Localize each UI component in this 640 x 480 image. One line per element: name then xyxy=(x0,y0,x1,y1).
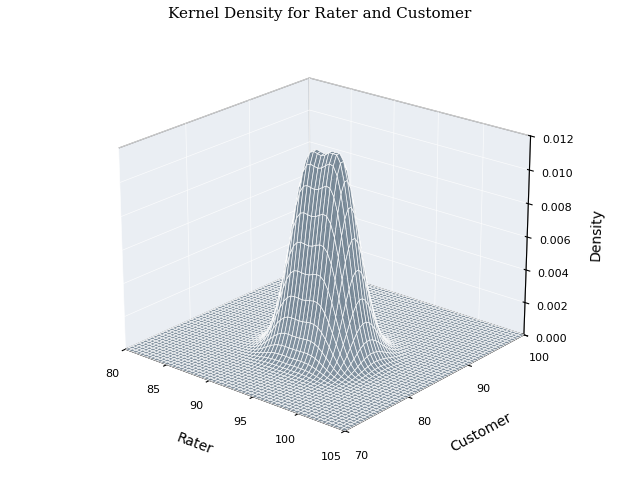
Y-axis label: Customer: Customer xyxy=(448,411,514,455)
X-axis label: Rater: Rater xyxy=(175,431,215,457)
Title: Kernel Density for Rater and Customer: Kernel Density for Rater and Customer xyxy=(168,7,472,21)
